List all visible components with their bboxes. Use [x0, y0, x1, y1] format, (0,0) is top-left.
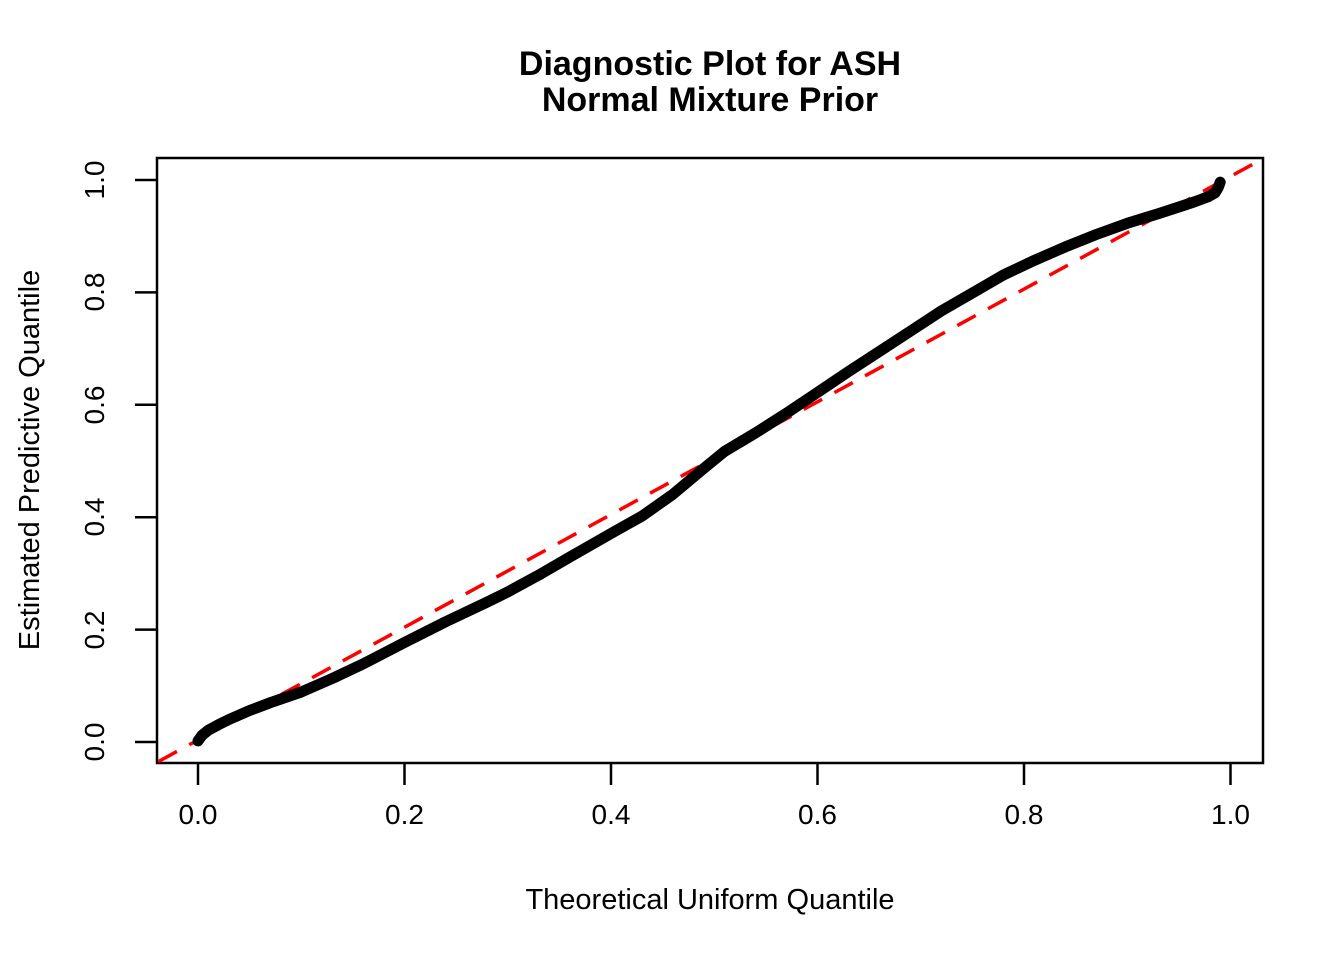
x-tick-label-1.0: 1.0 — [1211, 799, 1250, 830]
x-tick-label-0.0: 0.0 — [178, 799, 218, 830]
x-tick-label-0.8: 0.8 — [1004, 799, 1044, 830]
y-tick-label-0.4: 0.4 — [79, 497, 110, 537]
tick-mark-path — [135, 178, 1232, 785]
y-tick-label-0.6: 0.6 — [79, 385, 110, 425]
chart-title-line2: Normal Mixture Prior — [541, 81, 879, 119]
y-tick-label-0.0: 0.0 — [79, 722, 110, 762]
x-tick-label-0.2: 0.2 — [385, 799, 424, 830]
x-tick-label-0.6: 0.6 — [798, 799, 837, 830]
predictive-quantile-curve — [192, 176, 1226, 747]
axis-tick-marks — [135, 178, 1232, 785]
plot-border-box — [155, 156, 1265, 765]
x-axis-title: Theoretical Uniform Quantile — [525, 884, 895, 916]
x-tick-label-0.4: 0.4 — [591, 799, 631, 830]
y-tick-label-0.2: 0.2 — [79, 610, 110, 650]
y-tick-label-0.8: 0.8 — [79, 272, 110, 312]
chart-title-line1: Diagnostic Plot for ASH — [518, 45, 902, 83]
y-axis-title: Estimated Predictive Quantile — [14, 269, 46, 651]
chart-title: Diagnostic Plot for ASH Normal Mixture P… — [157, 46, 1263, 118]
y-tick-label-1.0: 1.0 — [79, 160, 110, 200]
